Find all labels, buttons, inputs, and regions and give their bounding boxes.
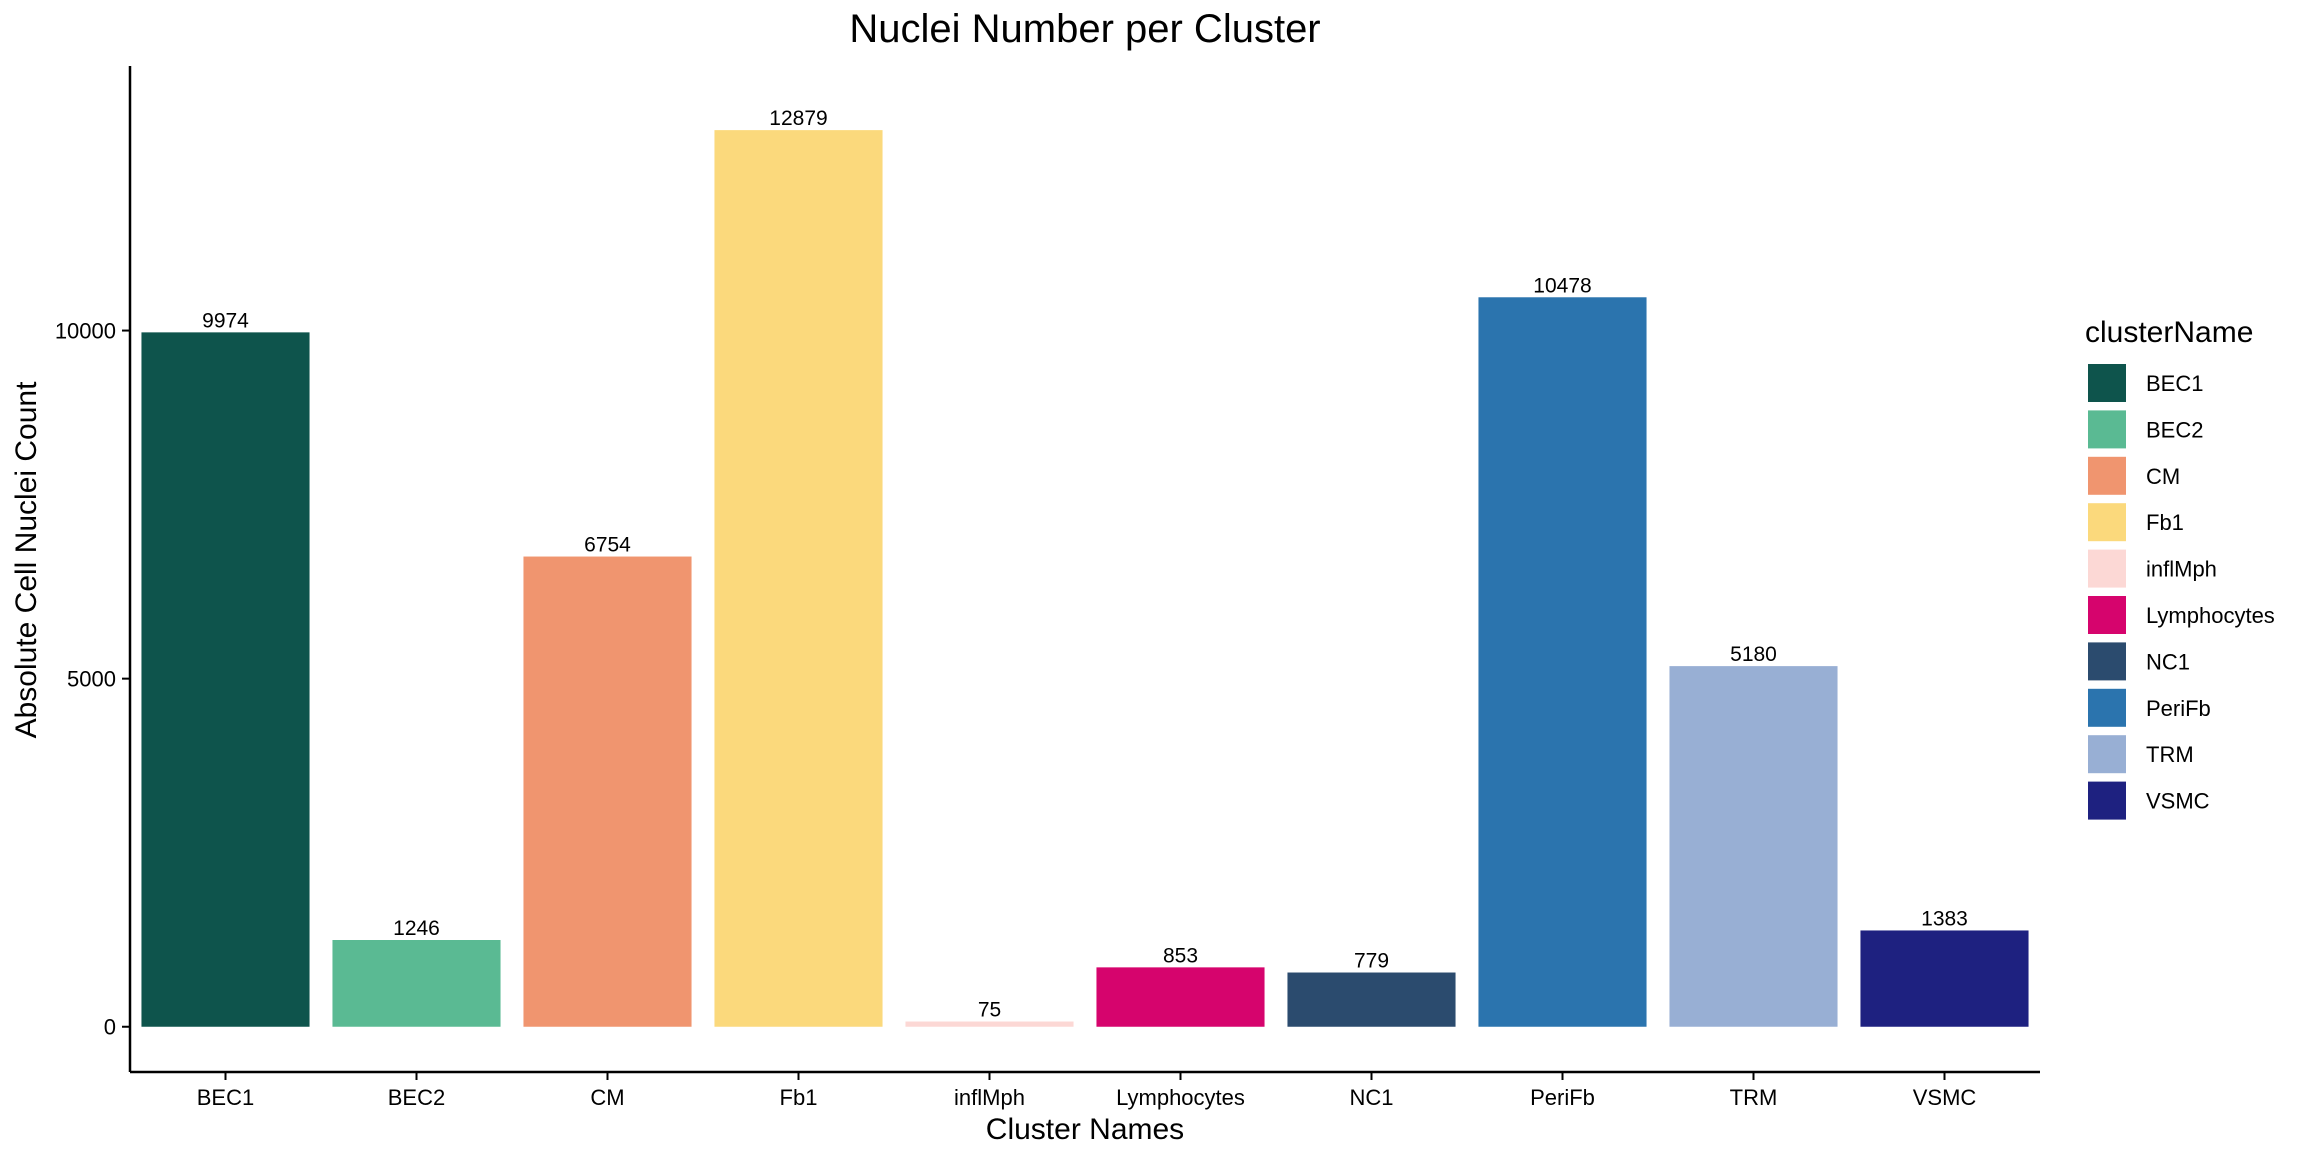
legend: clusterName BEC1 BEC2 CM Fb1 inflMph Lymphocy… [2085, 316, 2275, 820]
x-tick-label: Fb1 [780, 1085, 818, 1110]
bar-bec2 [332, 940, 501, 1027]
x-tick-label: PeriFb [1530, 1085, 1595, 1110]
bar-nc1 [1287, 972, 1456, 1027]
bar-perifb [1478, 297, 1647, 1027]
bar-trm [1669, 666, 1838, 1027]
legend-item-label: inflMph [2146, 557, 2217, 582]
bar-value-label: 12879 [769, 107, 827, 130]
legend-swatch [2088, 781, 2126, 820]
x-tick-label: NC1 [1349, 1085, 1393, 1110]
bar-vsmc [1860, 930, 2029, 1027]
axes-layer: BEC1 BEC2 CM Fb1 inflMph Lymphocytes NC1 PeriFb… [55, 66, 2040, 1110]
bar-value-label: 1246 [393, 917, 440, 940]
bars-layer: 9974 1246 6754 12879 75 853 779 10478 5180 1383 [141, 107, 2029, 1027]
legend-item-label: Lymphocytes [2146, 603, 2275, 628]
bar-inflmph [905, 1021, 1074, 1027]
x-tick-label: TRM [1730, 1085, 1778, 1110]
x-tick-label: inflMph [954, 1085, 1025, 1110]
x-tick-label: BEC2 [388, 1085, 445, 1110]
legend-swatch [2088, 642, 2126, 681]
bar-lymphocytes [1096, 967, 1265, 1027]
x-tick-label: VSMC [1913, 1085, 1977, 1110]
bar-value-label: 10478 [1533, 274, 1591, 297]
legend-swatch [2088, 410, 2126, 449]
bar-value-label: 853 [1163, 944, 1198, 967]
bar-bec1 [141, 332, 310, 1027]
x-tick-label: BEC1 [197, 1085, 254, 1110]
legend-swatch [2088, 596, 2126, 634]
legend-item-label: NC1 [2146, 649, 2190, 674]
legend-item-label: BEC2 [2146, 417, 2203, 442]
legend-swatch [2088, 688, 2126, 727]
y-tick-label: 5000 [67, 667, 116, 692]
y-tick-label: 10000 [55, 319, 116, 344]
bar-value-label: 75 [978, 999, 1001, 1022]
legend-item-label: PeriFb [2146, 696, 2211, 721]
bar-value-label: 779 [1354, 950, 1389, 973]
legend-item-label: CM [2146, 464, 2180, 489]
x-tick-label: Lymphocytes [1116, 1085, 1245, 1110]
legend-item-label: Fb1 [2146, 510, 2184, 535]
x-tick-label: CM [590, 1085, 624, 1110]
bar-value-label: 5180 [1730, 643, 1777, 666]
legend-swatch [2088, 735, 2126, 774]
y-axis-title: Absolute Cell Nuclei Count [10, 381, 43, 739]
bar-value-label: 6754 [584, 534, 631, 557]
chart-title: Nuclei Number per Cluster [849, 7, 1320, 51]
bar-value-label: 9974 [202, 309, 249, 332]
legend-swatch [2088, 549, 2126, 588]
x-axis-title: Cluster Names [986, 1113, 1184, 1146]
legend-item-label: TRM [2146, 742, 2194, 767]
legend-item-label: BEC1 [2146, 371, 2203, 396]
legend-title: clusterName [2085, 316, 2253, 349]
legend-swatch [2088, 503, 2126, 542]
bar-value-label: 1383 [1921, 907, 1968, 930]
y-tick-label: 0 [104, 1015, 116, 1040]
legend-swatch [2088, 456, 2126, 495]
bar-cm [523, 556, 692, 1027]
legend-swatch [2088, 364, 2126, 402]
bar-fb1 [714, 130, 883, 1027]
legend-item-label: VSMC [2146, 789, 2210, 814]
